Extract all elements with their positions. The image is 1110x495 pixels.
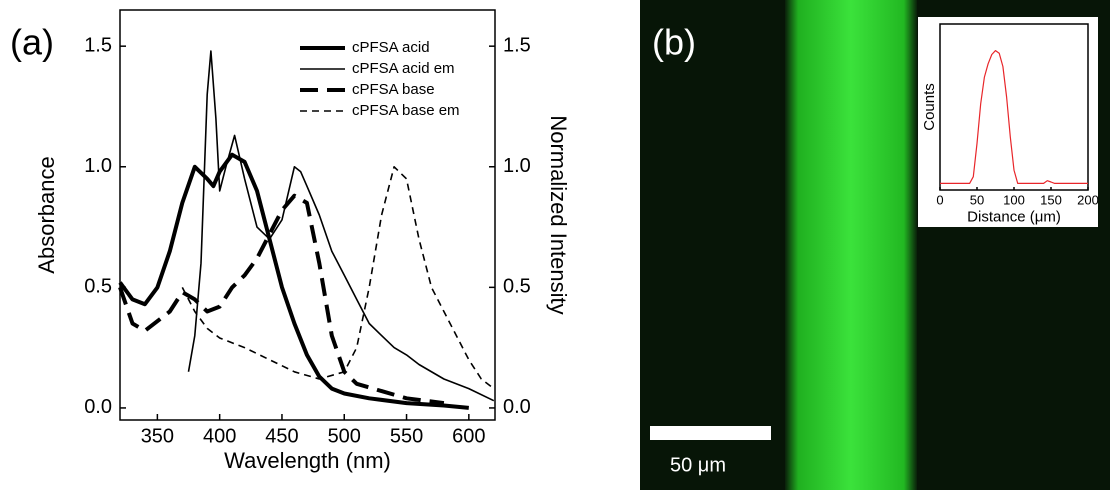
y-axis-label: Counts: [921, 83, 938, 131]
y2-tick-label: 1.5: [503, 34, 531, 56]
y2-tick-label: 0.0: [503, 396, 531, 418]
panel-label: (b): [652, 22, 696, 63]
x-tick-label: 600: [452, 425, 485, 447]
fiber: [785, 0, 917, 490]
plot-frame: [119, 9, 496, 421]
x-tick-label: 400: [203, 425, 236, 447]
panel-label: (a): [10, 22, 54, 63]
series-line: [940, 50, 1088, 184]
x-tick-label: 0: [936, 192, 943, 207]
x-axis-label: Wavelength (nm): [224, 448, 391, 473]
legend-label: cPFSA base: [352, 81, 435, 98]
y2-tick-label: 0.5: [503, 276, 531, 298]
legend-label: cPFSA acid em: [352, 60, 455, 77]
x-tick-label: 450: [265, 425, 298, 447]
y-axis-label: Absorbance: [34, 156, 59, 273]
x-tick-label: 550: [390, 425, 423, 447]
y-tick-label: 1.5: [84, 34, 112, 56]
x-tick-label: 150: [1040, 192, 1062, 207]
legend-label: cPFSA base em: [352, 102, 460, 119]
y2-axis-label: Normalized Intensity: [546, 115, 571, 314]
x-tick-label: 50: [970, 192, 984, 207]
y-tick-label: 0.5: [84, 276, 112, 298]
series-line: [118, 152, 469, 410]
x-tick-label: 500: [328, 425, 361, 447]
x-tick-label: 100: [1003, 192, 1025, 207]
y-tick-label: 0.0: [84, 396, 112, 418]
x-tick-label: 350: [141, 425, 174, 447]
scale-bar: [650, 426, 771, 440]
x-tick-label: 200: [1077, 192, 1099, 207]
series-line: [118, 193, 445, 406]
x-axis-label: Distance (μm): [967, 208, 1061, 225]
y-tick-label: 1.0: [84, 155, 112, 177]
series-line: [181, 166, 495, 390]
legend-label: cPFSA acid: [352, 39, 430, 56]
series-line: [187, 50, 495, 402]
inset-background: [918, 17, 1098, 227]
y2-tick-label: 1.0: [503, 155, 531, 177]
scale-bar-label: 50 μm: [670, 454, 726, 476]
